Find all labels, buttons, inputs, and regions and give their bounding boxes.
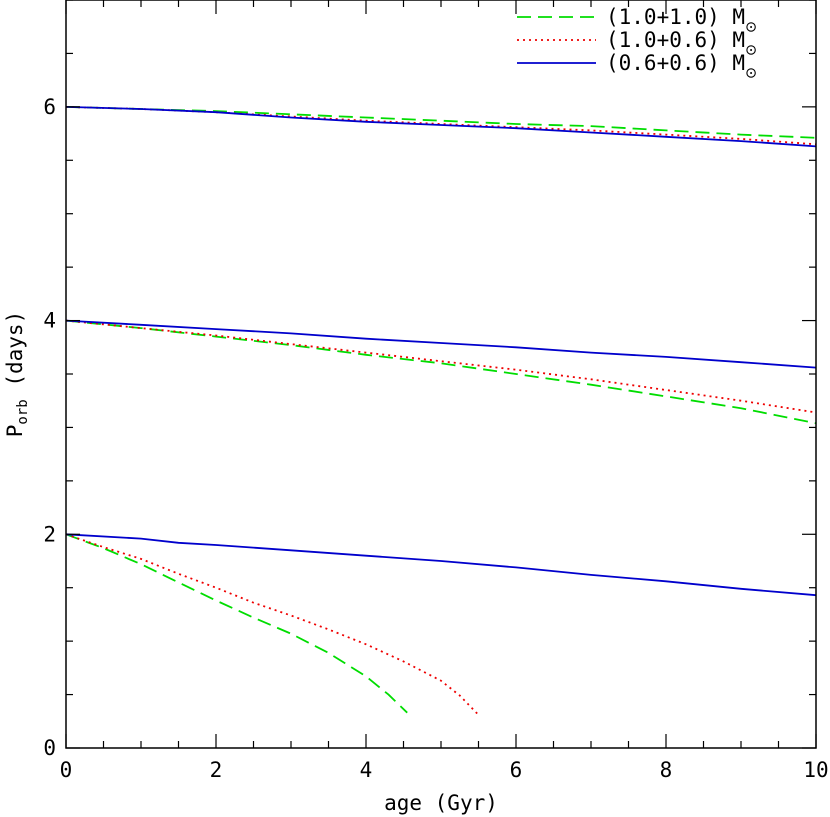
y-axis-label-sub: orb	[15, 399, 31, 424]
y-tick-label: 4	[43, 309, 56, 333]
series-layer	[65, 106, 817, 716]
x-tick-label: 0	[60, 758, 73, 782]
series-line-0-6-0-6-5	[65, 319, 817, 369]
y-tick-label: 0	[43, 736, 56, 760]
y-axis-label-tail: (days)	[3, 311, 27, 400]
y-tick-label: 6	[43, 95, 56, 119]
x-tick-label: 4	[360, 758, 373, 782]
series-line-1-0-0-6-1	[65, 106, 817, 146]
series-line-1-0-1-0-6	[65, 533, 408, 714]
tick-labels: 0 2 4 6 8 10 0 2 4 6	[43, 95, 828, 782]
sun-symbol-dot-icon	[750, 49, 753, 51]
series-line-1-0-1-0-0	[65, 106, 817, 139]
x-tick-label: 6	[510, 758, 523, 782]
x-tick-label: 10	[803, 758, 828, 782]
sun-symbol-icon	[746, 68, 756, 78]
legend-label: (0.6+0.6) M	[606, 51, 745, 75]
x-axis-label: age (Gyr)	[384, 791, 498, 815]
y-axis-label: Porb (days)	[3, 311, 31, 437]
plot-frame	[65, 0, 817, 749]
series-line-1-0-1-0-3	[65, 319, 817, 425]
legend: (1.0+1.0) M(1.0+0.6) M(0.6+0.6) M	[517, 5, 756, 78]
sun-symbol-icon	[746, 22, 756, 32]
series-line-1-0-0-6-4	[65, 319, 817, 414]
legend-label: (1.0+0.6) M	[606, 28, 745, 52]
sun-symbol-dot-icon	[750, 26, 753, 28]
series-line-0-6-0-6-2	[65, 106, 817, 148]
legend-label: (1.0+1.0) M	[606, 5, 745, 29]
x-tick-label: 2	[210, 758, 223, 782]
y-axis-label-main: P	[3, 425, 27, 438]
series-line-0-6-0-6-8	[65, 533, 817, 597]
sun-symbol-icon	[746, 45, 756, 55]
sun-symbol-dot-icon	[750, 72, 753, 74]
x-tick-label: 8	[660, 758, 673, 782]
ticks-layer	[65, 0, 817, 749]
y-tick-label: 2	[43, 522, 56, 546]
series-line-1-0-0-6-7	[65, 533, 480, 716]
